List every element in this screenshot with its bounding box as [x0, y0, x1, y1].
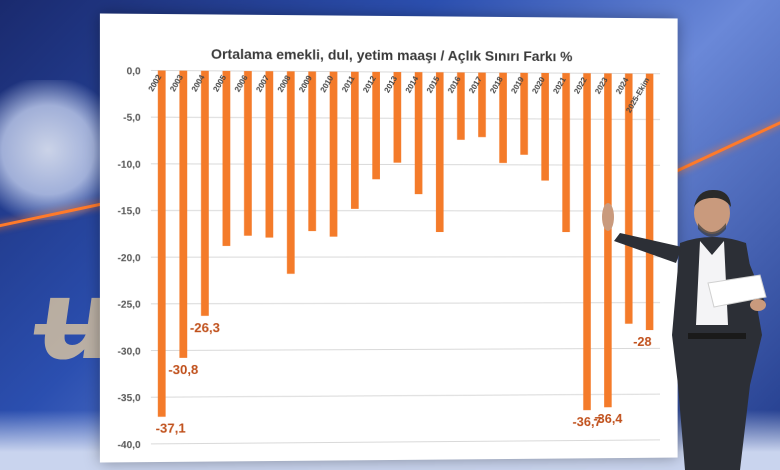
data-label: -36,4 [593, 411, 623, 426]
bar [541, 72, 549, 181]
y-tick-label: -5,0 [123, 113, 141, 124]
chart-title: Ortalama emekli, dul, yetim maaşı / Açlı… [211, 46, 573, 64]
bar [372, 71, 380, 180]
data-label: -28 [633, 334, 651, 349]
data-label: -36,7 [572, 414, 601, 429]
data-label: -30,8 [168, 362, 198, 377]
presenter-figure [602, 189, 767, 470]
bar-series [157, 70, 654, 417]
bar [286, 71, 295, 274]
bar [157, 70, 166, 417]
y-tick-label: -30,0 [117, 347, 141, 358]
y-tick-label: -10,0 [117, 160, 141, 171]
y-tick-label: -40,0 [117, 440, 141, 451]
data-labels: -37,1 -30,8 -26,3 -36,7-36,4 -28 [156, 320, 652, 436]
data-label: -26,3 [190, 320, 220, 335]
bar [604, 73, 612, 408]
bar [478, 72, 486, 138]
y-axis-ticks: 0,0 -5,0 -10,0 -15,0 -20,0 -25,0 -30,0 -35,0 -40… [117, 66, 141, 451]
bar [562, 73, 570, 233]
bar [328, 71, 337, 237]
bar [307, 71, 316, 231]
bar [645, 73, 654, 331]
y-tick-label: -15,0 [117, 206, 141, 217]
y-tick-label: -20,0 [117, 253, 141, 264]
bar [201, 70, 209, 316]
y-tick-label: 0,0 [127, 66, 142, 77]
data-label: -37,1 [156, 421, 186, 436]
bar [499, 72, 507, 163]
bar [222, 70, 231, 246]
bar [179, 70, 188, 358]
bar [436, 72, 445, 233]
bar [415, 72, 423, 195]
bar [244, 71, 252, 236]
chart-screen: Ortalama emekli, dul, yetim maaşı / Açlı… [99, 13, 678, 463]
bar [457, 72, 465, 140]
bar [520, 72, 528, 155]
bar [393, 72, 402, 163]
bar [265, 71, 274, 238]
y-tick-label: -25,0 [117, 300, 141, 311]
bar [583, 73, 591, 411]
bar [625, 73, 633, 324]
bar-chart: Ortalama emekli, dul, yetim maaşı / Açlı… [117, 46, 678, 451]
y-tick-label: -35,0 [117, 393, 141, 404]
gridline [151, 440, 660, 444]
bar [350, 71, 359, 209]
